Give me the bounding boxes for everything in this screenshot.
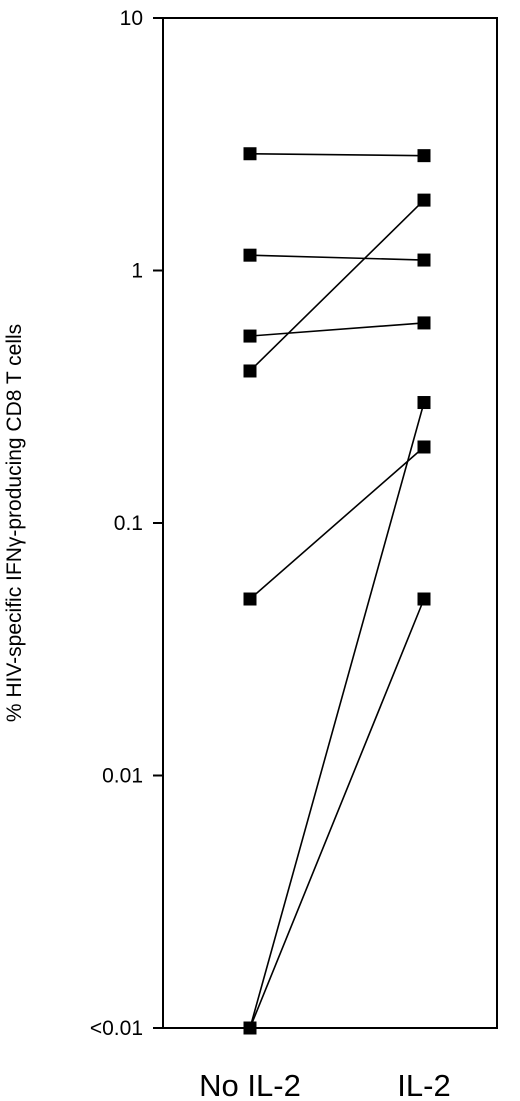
- data-point-marker: [243, 147, 257, 161]
- data-point-marker: [243, 248, 257, 262]
- y-tick-label: 1: [131, 260, 143, 283]
- data-point-marker: [417, 316, 431, 330]
- series-line: [249, 322, 425, 337]
- series-markers: [243, 147, 431, 1035]
- plot-frame: [162, 17, 498, 1029]
- y-axis-title: % HIV-specific IFNγ-producing CD8 T cell…: [3, 324, 26, 722]
- data-point-marker: [417, 396, 431, 410]
- data-point-marker: [243, 1021, 257, 1035]
- data-point-marker: [243, 592, 257, 606]
- y-tick-label: 10: [120, 7, 143, 30]
- y-axis: 10 1 0.1 0.01 <0.01: [90, 7, 163, 1040]
- series-lines: [249, 152, 425, 1029]
- x-category-label: No IL-2: [199, 1068, 301, 1101]
- series-line: [249, 152, 425, 157]
- series-line: [249, 446, 425, 600]
- x-category-label: IL-2: [397, 1068, 450, 1101]
- data-point-marker: [243, 364, 257, 378]
- data-point-marker: [417, 253, 431, 267]
- y-tick-label: 0.1: [114, 512, 143, 535]
- data-point-marker: [417, 193, 431, 207]
- data-point-marker: [417, 149, 431, 163]
- series-line: [249, 598, 425, 1029]
- y-tick-label: 0.01: [102, 765, 143, 788]
- x-axis-labels: No IL-2 IL-2: [199, 1068, 451, 1101]
- y-tick-label: <0.01: [90, 1017, 143, 1040]
- data-point-marker: [417, 592, 431, 606]
- data-point-marker: [243, 329, 257, 343]
- data-point-marker: [417, 440, 431, 454]
- series-line: [249, 254, 425, 261]
- series-line: [249, 402, 425, 1029]
- series-line: [249, 199, 425, 372]
